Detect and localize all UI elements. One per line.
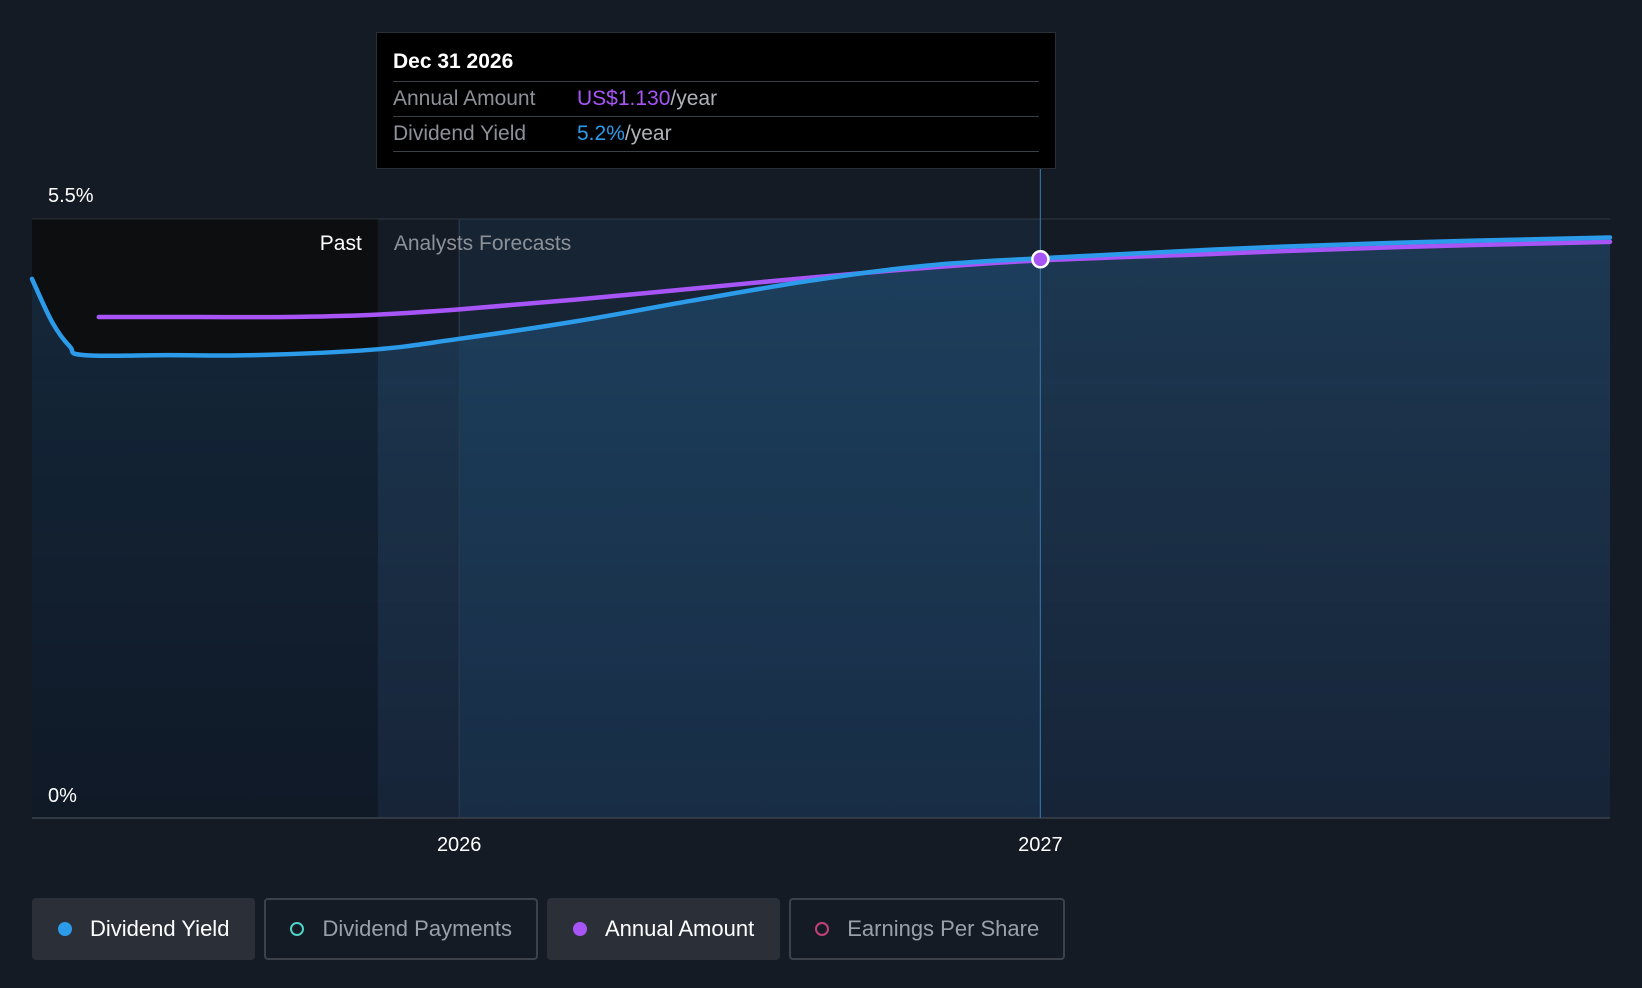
x-tick-label: 2027: [1018, 834, 1063, 856]
past-region-overlay: [32, 219, 378, 818]
legend-label: Dividend Yield: [90, 916, 230, 941]
legend-label: Dividend Payments: [322, 916, 512, 941]
tooltip-label: Dividend Yield: [393, 122, 527, 145]
legend: Dividend Yield Dividend Payments Annual …: [32, 898, 1066, 960]
series-line-annual-amount: [96, 239, 1613, 320]
dividend-yield-area: [32, 237, 1610, 819]
highlight-region: [459, 219, 1041, 818]
ring-icon: [815, 922, 830, 936]
tooltip-value: US$1.130: [577, 87, 671, 110]
chart-tooltip: Dec 31 2026 Annual Amount US$1.130 /year…: [376, 32, 1056, 169]
forecast-label: Analysts Forecasts: [394, 232, 571, 255]
series-line-dividend-yield: [29, 235, 1613, 359]
tooltip-unit: /year: [670, 87, 718, 110]
past-label: Past: [320, 232, 362, 255]
y-tick-label: 5.5%: [48, 185, 94, 207]
tooltip-unit: /year: [624, 122, 672, 145]
tooltip-row-annual-amount: Annual Amount US$1.130 /year: [393, 82, 1039, 117]
tooltip-label: Annual Amount: [393, 87, 536, 110]
dot-icon: [58, 922, 72, 936]
tooltip-value: 5.2%: [577, 122, 625, 145]
legend-label: Annual Amount: [604, 916, 755, 941]
x-tick-label: 2026: [437, 834, 482, 856]
legend-earnings-per-share[interactable]: Earnings Per Share: [789, 898, 1066, 960]
legend-annual-amount[interactable]: Annual Amount: [546, 898, 781, 960]
tooltip-date: Dec 31 2026: [393, 47, 1039, 82]
highlight-point[interactable]: [1031, 250, 1050, 269]
legend-dividend-payments[interactable]: Dividend Payments: [264, 898, 538, 960]
dot-icon: [572, 922, 587, 936]
legend-label: Earnings Per Share: [847, 916, 1040, 941]
tooltip-row-dividend-yield: Dividend Yield 5.2% /year: [393, 117, 1039, 152]
legend-dividend-yield[interactable]: Dividend Yield: [32, 898, 256, 960]
y-tick-label: 0%: [48, 785, 77, 807]
ring-icon: [290, 922, 305, 936]
